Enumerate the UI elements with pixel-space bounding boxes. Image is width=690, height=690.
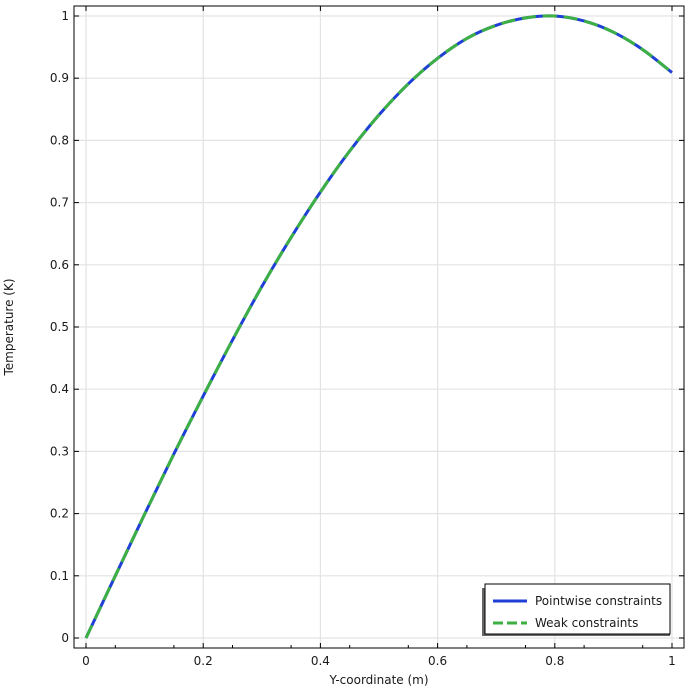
x-tick-label: 0.4 bbox=[311, 654, 330, 668]
x-axis-ticks: 0 0.2 0.4 0.6 0.8 1 bbox=[82, 6, 676, 668]
x-tick-label: 0.6 bbox=[428, 654, 447, 668]
legend: Pointwise constraints Weak constraints bbox=[482, 583, 671, 636]
y-tick-label: 0.7 bbox=[50, 196, 69, 210]
y-tick-label: 0.4 bbox=[50, 382, 69, 396]
y-tick-label: 0.2 bbox=[50, 507, 69, 521]
x-tick-label: 0 bbox=[82, 654, 90, 668]
y-tick-label: 0.6 bbox=[50, 258, 69, 272]
x-tick-label: 1 bbox=[668, 654, 676, 668]
y-tick-label: 0.3 bbox=[50, 444, 69, 458]
y-tick-label: 0.9 bbox=[50, 71, 69, 85]
legend-label-weak-constraints: Weak constraints bbox=[535, 616, 638, 630]
y-axis-title: Temperature (K) bbox=[2, 278, 16, 376]
y-tick-label: 0.8 bbox=[50, 133, 69, 147]
y-tick-label: 1 bbox=[61, 9, 69, 23]
x-tick-label: 0.2 bbox=[194, 654, 213, 668]
x-tick-label: 0.8 bbox=[545, 654, 564, 668]
legend-box bbox=[484, 583, 671, 635]
y-tick-label: 0.1 bbox=[50, 569, 69, 583]
legend-label-pointwise-constraints: Pointwise constraints bbox=[535, 594, 662, 608]
grid bbox=[74, 6, 684, 648]
series-lines bbox=[84, 14, 673, 639]
series-line-weak-constraints bbox=[84, 14, 673, 639]
y-tick-label: 0 bbox=[61, 631, 69, 645]
x-axis-title: Y-coordinate (m) bbox=[328, 673, 428, 687]
y-tick-label: 0.5 bbox=[50, 320, 69, 334]
y-axis-ticks: 0 0.1 0.2 0.3 0.4 0.5 0.6 0.7 0.8 0.9 1 bbox=[50, 9, 684, 645]
